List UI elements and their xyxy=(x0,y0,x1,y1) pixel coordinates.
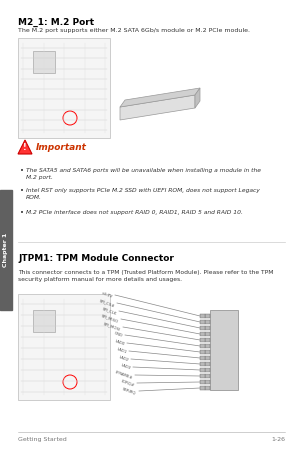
Text: SPI_MOSI: SPI_MOSI xyxy=(103,322,121,332)
Text: LDRQ#: LDRQ# xyxy=(120,379,135,387)
Text: LFRAME#: LFRAME# xyxy=(114,370,133,380)
Text: Intel RST only supports PCIe M.2 SSD with UEFI ROM, does not support Legacy
ROM.: Intel RST only supports PCIe M.2 SSD wit… xyxy=(26,188,260,200)
Bar xyxy=(200,320,205,324)
Text: !: ! xyxy=(23,144,27,153)
Text: GND: GND xyxy=(113,332,123,338)
Text: SPI_MISO: SPI_MISO xyxy=(100,314,119,324)
Bar xyxy=(200,374,205,378)
Bar xyxy=(200,314,205,318)
Bar xyxy=(205,338,210,342)
Polygon shape xyxy=(120,95,195,120)
Text: JTPM1: TPM Module Connector: JTPM1: TPM Module Connector xyxy=(18,254,174,263)
Bar xyxy=(205,368,210,372)
Bar xyxy=(18,294,110,400)
Text: SPI_CLK: SPI_CLK xyxy=(101,306,117,315)
Text: SERIRQ: SERIRQ xyxy=(122,387,137,396)
Polygon shape xyxy=(120,88,200,107)
Text: This connector connects to a TPM (Trusted Platform Module). Please refer to the : This connector connects to a TPM (Truste… xyxy=(18,270,274,282)
Bar xyxy=(210,310,238,390)
Bar xyxy=(205,344,210,348)
Text: 1-26: 1-26 xyxy=(271,437,285,442)
Bar xyxy=(200,332,205,336)
Bar xyxy=(205,350,210,354)
Text: LAD3: LAD3 xyxy=(120,363,131,371)
Text: The SATA5 and SATA6 ports will be unavailable when installing a module in the
M.: The SATA5 and SATA6 ports will be unavai… xyxy=(26,168,261,180)
Bar xyxy=(205,380,210,384)
Bar xyxy=(205,374,210,378)
Text: •: • xyxy=(20,168,24,174)
Text: The M.2 port supports either M.2 SATA 6Gb/s module or M.2 PCIe module.: The M.2 port supports either M.2 SATA 6G… xyxy=(18,28,250,33)
Text: Important: Important xyxy=(36,143,87,152)
Bar xyxy=(200,326,205,330)
Bar xyxy=(200,338,205,342)
Bar xyxy=(200,386,205,390)
Bar xyxy=(18,38,110,138)
Text: LAD0: LAD0 xyxy=(114,339,125,346)
Text: LAD2: LAD2 xyxy=(118,356,129,363)
Bar xyxy=(200,368,205,372)
Text: •: • xyxy=(20,188,24,194)
Bar xyxy=(200,350,205,354)
Bar xyxy=(200,362,205,366)
Polygon shape xyxy=(18,140,32,154)
Bar xyxy=(200,380,205,384)
Bar xyxy=(200,344,205,348)
Text: Chapter 1: Chapter 1 xyxy=(4,233,8,267)
Text: SPI_CS#: SPI_CS# xyxy=(98,298,115,308)
Bar xyxy=(205,320,210,324)
Bar xyxy=(205,356,210,360)
Bar xyxy=(205,314,210,318)
Bar xyxy=(205,386,210,390)
Bar xyxy=(205,362,210,366)
Polygon shape xyxy=(195,88,200,108)
Bar xyxy=(0,190,12,310)
Bar xyxy=(33,51,55,73)
Bar xyxy=(33,310,55,332)
Text: LAD1: LAD1 xyxy=(116,347,127,355)
Text: Getting Started: Getting Started xyxy=(18,437,67,442)
Text: M.2 PCIe interface does not support RAID 0, RAID1, RAID 5 and RAID 10.: M.2 PCIe interface does not support RAID… xyxy=(26,210,243,215)
Text: +3.3V: +3.3V xyxy=(100,291,113,299)
Bar xyxy=(200,356,205,360)
Text: •: • xyxy=(20,210,24,216)
Bar xyxy=(205,332,210,336)
Bar xyxy=(205,326,210,330)
Text: M2_1: M.2 Port: M2_1: M.2 Port xyxy=(18,18,94,27)
